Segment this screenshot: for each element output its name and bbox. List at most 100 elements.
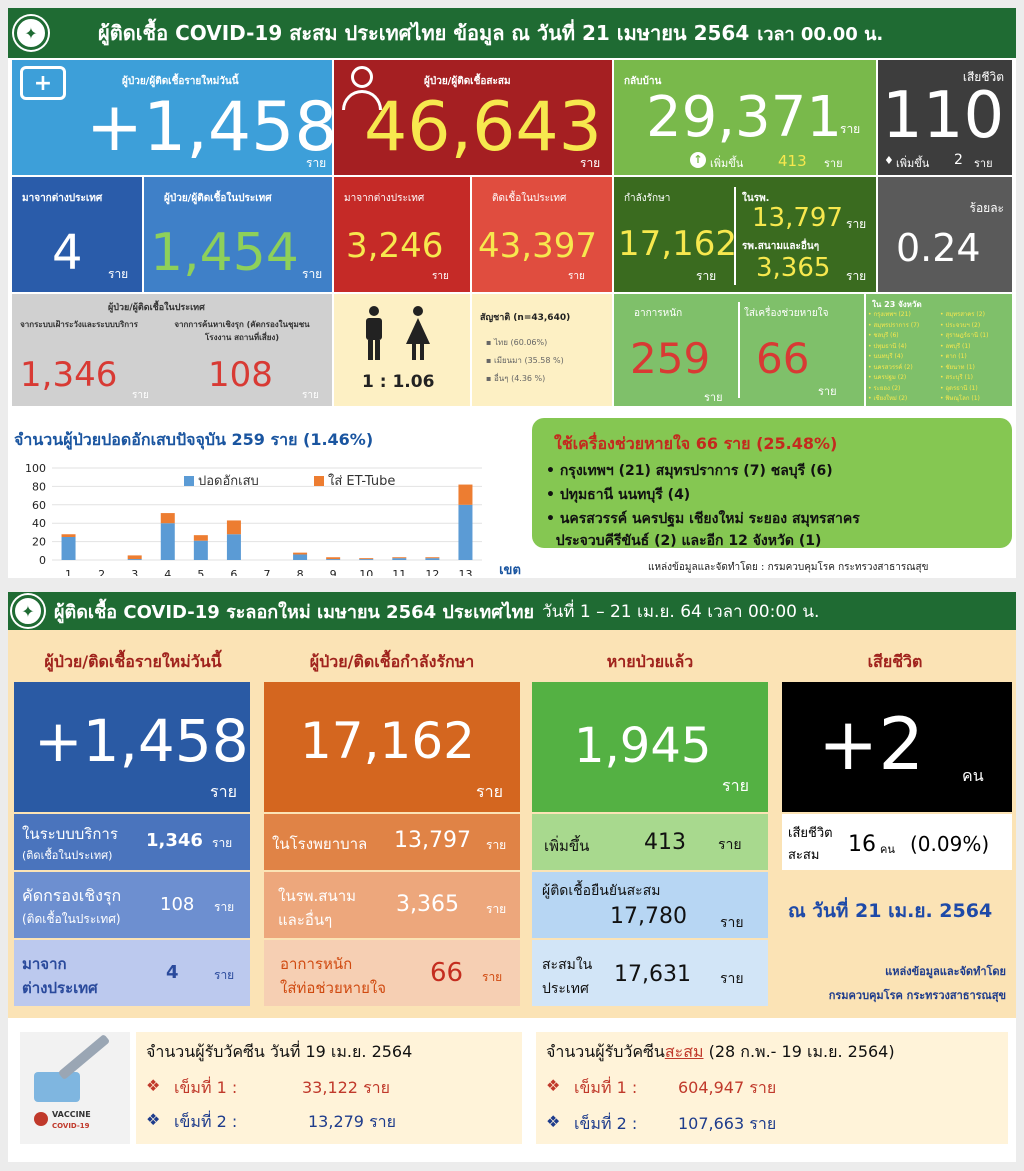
bar-s1-4 (160, 513, 175, 524)
local-label: ผู้ป่วย/ผู้ติดเชื้อในประเทศ (164, 193, 272, 204)
treat-r2-box: ในรพ.สนาม และอื่นๆ 3,365 ราย (264, 872, 520, 938)
vaccine-day-d2-value: 13,279 ราย (308, 1112, 397, 1131)
bar-s1-10 (359, 558, 374, 560)
cum-imported-value: 3,246 (346, 226, 444, 266)
x-tick-label-3: 3 (131, 568, 138, 576)
bar-s0-12 (425, 558, 440, 560)
bar-s0-13 (458, 504, 473, 560)
pneumonia-chart: 0 20 40 60 80 100 1 2 3 4 5 6 7 8 9 10 11 12 13 เขต ปอดอักเส… (12, 452, 542, 581)
deaths-label: เสียชีวิต (962, 70, 1004, 84)
death-cum-pct: (0.09%) (910, 832, 990, 856)
province-col-1: • กรุงเทพฯ (21) • สมุทรปราการ (7) • ชลบุรี… (868, 310, 938, 405)
person-icon (342, 66, 382, 110)
new-cases-card: + ผู้ป่วย/ผู้ติดเชื้อรายใหม่วันนี้ +1,45… (12, 60, 332, 175)
treat-r2-unit: ราย (486, 902, 507, 916)
recov-r2-label: ผู้ติดเชื้อยืนยันสะสม (542, 883, 661, 899)
severe-value: 259 (630, 334, 711, 383)
col-title-death: เสียชีวิต (867, 652, 923, 671)
recov-r3-value: 17,631 (614, 962, 691, 987)
recov-r2-value: 17,780 (610, 904, 687, 929)
y-tick-label-3: 60 (32, 499, 46, 512)
x-tick-label-13: 13 (458, 568, 472, 576)
bar-s1-6 (226, 520, 241, 535)
local-card: ผู้ป่วย/ผู้ติดเชื้อในประเทศ 1,454 ราย (144, 177, 332, 292)
medical-kit-icon: + (20, 66, 66, 100)
cumulative-unit: ราย (580, 156, 601, 170)
new-r1-sub: (ติดเชื้อในประเทศ) (22, 849, 113, 862)
province-item-a-5: • นครสวรรค์ (2) (868, 363, 913, 371)
vial-icon (34, 1072, 80, 1102)
recov-r2-box: ผู้ติดเชื้อยืนยันสะสม 17,780 ราย (532, 872, 768, 938)
new-r2-unit: ราย (214, 900, 235, 914)
cum-imported-card: มาจากต่างประเทศ 3,246 ราย (334, 177, 470, 292)
ministry-logo-icon: ✦ (14, 16, 48, 50)
vaccine-day-d1-value: 33,122 ราย (302, 1078, 391, 1097)
treat-r1-box: ในโรงพยาบาล 13,797 ราย (264, 814, 520, 870)
local-value: 1,454 (150, 223, 299, 283)
province-item-b-4: • ตาก (1) (940, 353, 967, 360)
bar-s1-12 (425, 557, 440, 559)
legend-label-0: ปอดอักเสบ (198, 474, 259, 489)
hosp-value: 13,797 (752, 203, 843, 233)
bar-s0-4 (160, 523, 175, 560)
vaccine-logo-line-2: COVID-19 (52, 1122, 90, 1130)
field-label: รพ.สนามและอื่นๆ (742, 241, 820, 252)
percent-card: ร้อยละ 0.24 (878, 177, 1012, 292)
death-cum-label: เสียชีวิต (788, 826, 833, 841)
bar-s1-11 (392, 557, 407, 559)
y-tick-label-0: 0 (39, 554, 46, 567)
nationality-title: สัญชาติ (n=43,640) (480, 313, 571, 323)
new-r2-label: คัดกรองเชิงรุก (22, 886, 122, 905)
province-item-b-8: • พิษณุโลก (1) (940, 395, 980, 402)
vent-summary-title: ใช้เครื่องช่วยหายใจ 66 ราย (25.48%) (554, 434, 838, 453)
ventilator-unit: ราย (818, 385, 837, 398)
deaths-card: เสียชีวิต 110 ♦ เพิ่มขึ้น 2 ราย (878, 60, 1012, 175)
new-r3-box: มาจาก ต่างประเทศ 4 ราย (14, 940, 250, 1006)
treating-unit: ราย (696, 269, 717, 283)
new-cases-unit: ราย (306, 156, 327, 170)
recovered-inc-label: เพิ่มขึ้น (710, 157, 744, 170)
new-r2-sub: (ติดเชื้อในประเทศ) (22, 912, 121, 926)
recov-r3-sub: ประเทศ (542, 981, 589, 997)
vaccine-day-d1-icon: ❖ (146, 1076, 161, 1095)
field-unit: ราย (846, 269, 867, 283)
province-item-b-0: • สมุทรสาคร (2) (940, 311, 985, 318)
severe-label: อาการหนัก (634, 308, 683, 319)
province-item-a-8: • เชียงใหม่ (2) (868, 395, 908, 402)
bar-s0-8 (293, 554, 308, 560)
death-main-unit: คน (962, 766, 984, 785)
hosp-label: ในรพ. (742, 193, 770, 204)
death-main-value: +2 (818, 702, 925, 786)
gender-ratio: 1 : 1.06 (362, 372, 435, 392)
new-r2-box: คัดกรองเชิงรุก (ติดเชื้อในประเทศ) 108 รา… (14, 872, 250, 938)
treat-r2-value: 3,365 (396, 892, 459, 917)
deaths-value: 110 (882, 79, 1005, 153)
death-main-box: +2 คน (782, 682, 1012, 812)
province-item-a-4: • นนทบุรี (4) (868, 353, 904, 360)
bar-s0-11 (392, 558, 407, 560)
bottom-source-2: กรมควบคุมโรค กระทรวงสาธารณสุข (828, 989, 1006, 1002)
gender-card: 1 : 1.06 (334, 294, 470, 406)
treat-r1-value: 13,797 (394, 828, 471, 853)
percent-label: ร้อยละ (969, 201, 1004, 215)
province-item-a-7: • ระยอง (2) (868, 384, 901, 392)
ministry-logo-icon-2: ✦ (12, 595, 44, 627)
bar-s0-9 (326, 559, 341, 560)
syringe-icon (57, 1033, 111, 1081)
new-main-box: +1,458 ราย (14, 682, 250, 812)
bar-s1-5 (193, 535, 208, 541)
x-tick-label-2: 2 (98, 568, 105, 576)
treat-r3-sub: ใส่ท่อช่วยหายใจ (280, 979, 386, 997)
bar-s0-1 (61, 537, 76, 560)
local-break-a-value: 1,346 (20, 355, 118, 395)
vaccine-cum-d1-label: เข็มที่ 1 : (574, 1078, 638, 1097)
x-tick-label-7: 7 (264, 568, 271, 576)
female-icon (406, 306, 430, 362)
y-tick-label-2: 40 (32, 517, 46, 530)
treat-r3-value: 66 (430, 958, 464, 988)
death-cum-box: เสียชีวิต สะสม 16 คน (0.09%) (782, 814, 1012, 870)
legend-swatch-1 (314, 476, 324, 486)
death-cum-unit: คน (880, 843, 895, 856)
recovered-unit: ราย (840, 122, 861, 136)
new-r3-value: 4 (166, 962, 179, 983)
